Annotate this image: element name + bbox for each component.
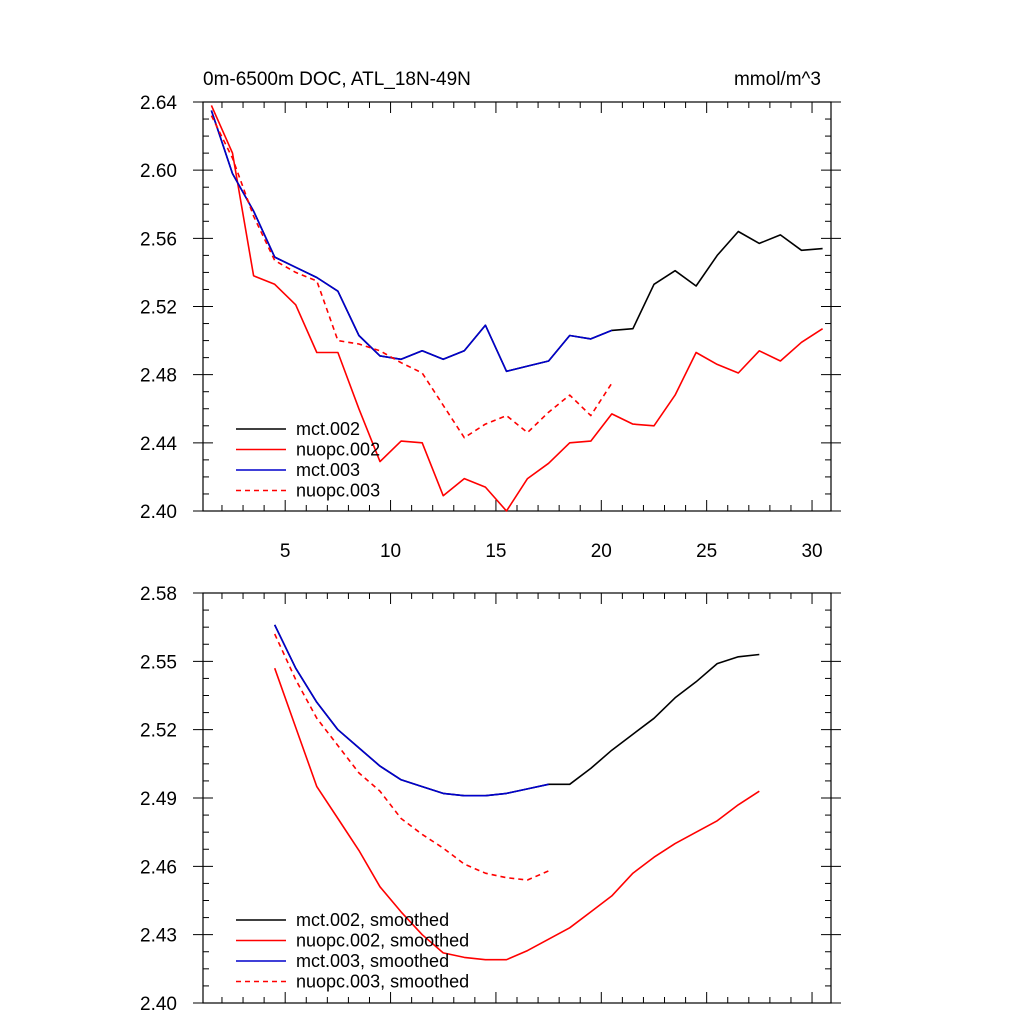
legend-label: mct.002, smoothed xyxy=(296,910,449,930)
y-tick-label: 2.52 xyxy=(140,721,177,742)
series-line-nuopc-002 xyxy=(210,105,824,512)
y-tick-label: 2.52 xyxy=(140,298,177,319)
x-tick-label: 10 xyxy=(380,541,401,562)
y-tick-label: 2.58 xyxy=(140,584,177,605)
y-tick-label: 2.56 xyxy=(140,229,177,250)
series-line-mct-002 xyxy=(210,110,823,373)
series-line-nuopc-002-smoothed xyxy=(273,667,760,961)
series-line-mct-003-smoothed xyxy=(273,624,549,797)
legend-label: nuopc.002, smoothed xyxy=(296,931,469,951)
legend-label: mct.003 xyxy=(296,460,360,480)
y-tick-label: 2.49 xyxy=(140,789,177,810)
series-line-nuopc-003 xyxy=(210,115,613,439)
series-line-mct-003 xyxy=(210,110,613,373)
y-tick-label: 2.46 xyxy=(140,857,177,878)
bottom-panel: 2.40 2.43 2.46 2.49 2.52 2.55 2.58 mct.002, smo… xyxy=(140,584,841,1015)
series-line-nuopc-003-smoothed xyxy=(273,633,549,881)
y-tick-label: 2.40 xyxy=(140,502,177,523)
x-tick-label: 25 xyxy=(696,541,717,562)
y-tick-label: 2.55 xyxy=(140,652,177,673)
units-label: mmol/m^3 xyxy=(734,69,821,90)
y-tick-label: 2.40 xyxy=(140,994,177,1015)
y-tick-label: 2.60 xyxy=(140,161,177,182)
legend-label: nuopc.003 xyxy=(296,481,380,501)
legend-label: mct.002 xyxy=(296,419,360,439)
series-line-mct-002-smoothed xyxy=(273,624,760,797)
legend-label: nuopc.002 xyxy=(296,440,380,460)
y-tick-label: 2.44 xyxy=(140,434,177,455)
top-panel: 5 10 15 20 25 30 2.40 2.44 2.48 2.52 2.56 2.60 2.64 0… xyxy=(140,69,841,562)
x-tick-label: 20 xyxy=(591,541,612,562)
y-tick-label: 2.48 xyxy=(140,366,177,387)
x-tick-label: 30 xyxy=(801,541,822,562)
legend-label: nuopc.003, smoothed xyxy=(296,972,469,992)
x-tick-label: 15 xyxy=(485,541,506,562)
chart-title: 0m-6500m DOC, ATL_18N-49N xyxy=(203,69,471,90)
legend-label: mct.003, smoothed xyxy=(296,951,449,971)
y-tick-label: 2.64 xyxy=(140,93,177,114)
y-tick-label: 2.43 xyxy=(140,926,177,947)
x-tick-label: 5 xyxy=(280,541,291,562)
